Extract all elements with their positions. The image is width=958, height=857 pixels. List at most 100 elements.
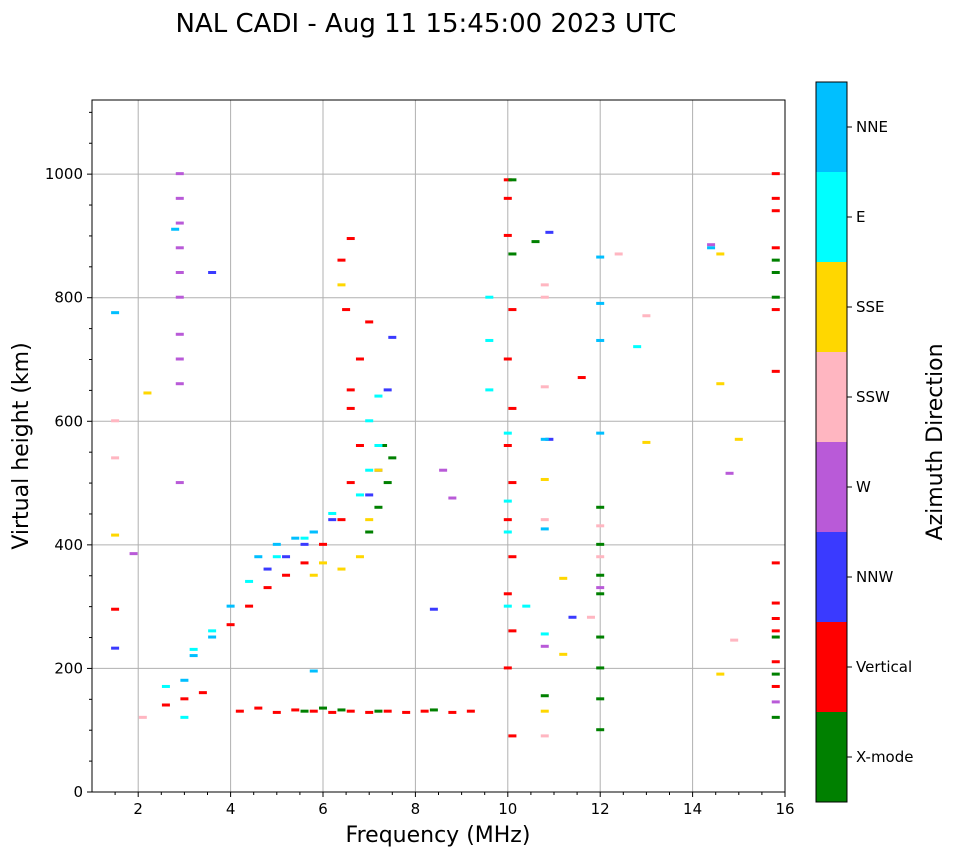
data-point-nnw [111, 646, 120, 650]
data-point-vertical [771, 684, 780, 688]
data-point-nnw [282, 555, 291, 559]
y-axis-label: Virtual height (km) [9, 342, 34, 549]
data-point-vertical [420, 709, 429, 713]
data-point-e [485, 388, 494, 392]
colorbar-swatch [816, 622, 847, 712]
data-point-vertical [346, 237, 355, 241]
data-point-sse [374, 468, 383, 472]
data-point-x-mode [508, 252, 517, 256]
data-point-w [707, 243, 716, 247]
data-point-e [522, 604, 531, 608]
data-point-vertical [771, 308, 780, 312]
data-point-vertical [508, 629, 517, 633]
data-point-x-mode [771, 635, 780, 639]
data-point-vertical [355, 357, 364, 361]
data-point-w [175, 271, 184, 274]
data-point-vertical [300, 561, 309, 565]
x-tick-label: 12 [591, 800, 610, 818]
data-point-x-mode [596, 666, 605, 670]
data-point-w [175, 332, 184, 336]
data-point-vertical [402, 710, 411, 714]
colorbar-swatch [816, 172, 847, 262]
data-point-nne [596, 301, 605, 305]
data-point-x-mode [596, 542, 605, 546]
data-point-vertical [111, 607, 120, 611]
data-point-e [189, 647, 198, 651]
data-point-vertical [771, 246, 780, 250]
x-axis-label: Frequency (MHz) [346, 823, 531, 848]
data-point-vertical [771, 196, 780, 200]
data-point-w [540, 644, 549, 648]
azimuth-colorbar: X-mode Vertical NNW W SSW SSE E NNE [816, 82, 913, 802]
data-point-vertical [263, 586, 272, 590]
data-point-e [374, 394, 383, 398]
data-point-nnw [263, 567, 272, 571]
data-point-vertical [771, 629, 780, 633]
data-point-nne [111, 311, 120, 315]
data-point-sse [716, 672, 725, 676]
data-point-w [175, 382, 184, 386]
data-point-x-mode [365, 530, 374, 534]
data-point-vertical [508, 734, 517, 738]
data-point-sse [365, 518, 374, 522]
data-points [111, 172, 780, 738]
data-point-vertical [291, 708, 300, 712]
data-point-vertical [771, 172, 780, 176]
data-point-vertical [503, 233, 512, 237]
data-point-ssw [138, 715, 147, 719]
data-point-e [540, 632, 549, 636]
data-point-x-mode [508, 178, 517, 182]
data-point-nne [540, 437, 549, 441]
data-point-x-mode [596, 635, 605, 639]
x-axis-ticks: 2 4 6 8 10 12 14 16 [114, 792, 795, 818]
data-point-nnw [429, 607, 438, 611]
data-point-e [328, 511, 337, 515]
data-point-nnw [568, 615, 577, 619]
data-point-vertical [383, 709, 392, 713]
data-point-nnw [208, 271, 217, 274]
data-point-e [485, 338, 494, 342]
data-point-nnw [365, 493, 374, 497]
data-point-vertical [346, 388, 355, 392]
data-point-nnw [545, 230, 554, 234]
y-tick-label: 1000 [45, 165, 83, 183]
y-tick-label: 600 [54, 412, 83, 430]
data-point-ssw [540, 295, 549, 299]
colorbar-title: Azimuth Direction [923, 343, 948, 540]
data-point-sse [337, 283, 346, 287]
data-point-nne [540, 527, 549, 531]
data-point-sse [540, 477, 549, 481]
data-point-e [161, 684, 170, 688]
data-point-vertical [771, 561, 780, 565]
data-point-nne [596, 338, 605, 342]
data-point-vertical [180, 697, 189, 701]
colorbar-swatch [816, 82, 847, 172]
data-point-sse [716, 382, 725, 386]
data-point-vertical [282, 573, 291, 577]
data-point-x-mode [596, 592, 605, 596]
data-point-vertical [771, 209, 780, 213]
data-point-x-mode [388, 456, 397, 460]
data-point-w [175, 357, 184, 361]
data-point-nnw [300, 542, 309, 546]
data-point-vertical [577, 376, 586, 380]
data-point-vertical [328, 710, 337, 714]
data-point-e [503, 499, 512, 503]
data-point-vertical [503, 196, 512, 200]
data-point-ssw [540, 734, 549, 738]
data-point-x-mode [771, 258, 780, 262]
data-point-vertical [161, 703, 170, 707]
x-tick-label: 6 [318, 800, 328, 818]
data-point-sse [143, 391, 152, 395]
colorbar-swatch [816, 532, 847, 622]
data-point-vertical [226, 623, 235, 627]
x-tick-label: 2 [133, 800, 143, 818]
y-tick-label: 0 [73, 783, 83, 801]
chart-title: NAL CADI - Aug 11 15:45:00 2023 UTC [176, 9, 677, 39]
data-point-nne [272, 542, 281, 546]
data-point-sse [716, 252, 725, 256]
data-point-vertical [508, 481, 517, 485]
y-axis-ticks: 0 200 400 600 800 1000 [45, 111, 92, 801]
data-point-ssw [586, 615, 595, 619]
